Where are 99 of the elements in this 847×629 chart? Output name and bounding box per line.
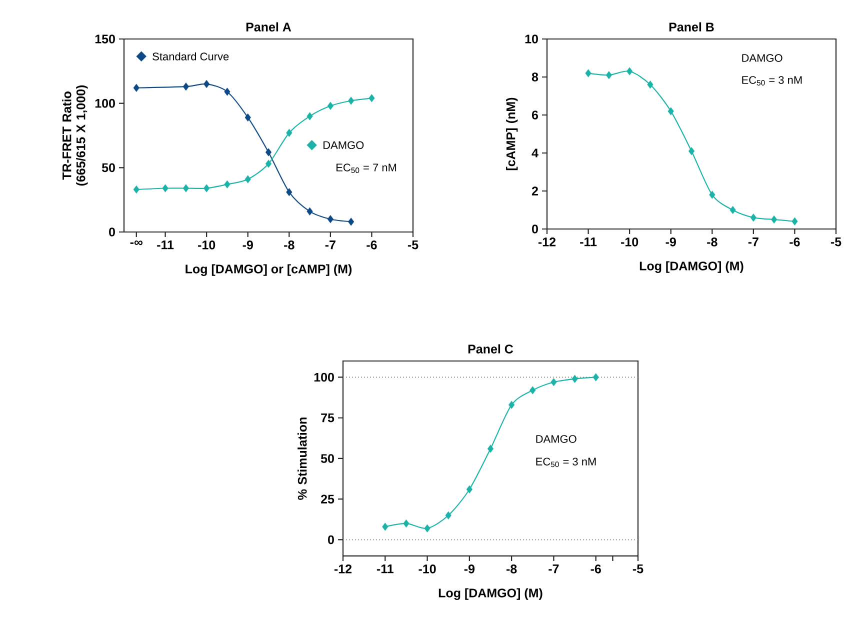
point	[224, 180, 230, 188]
point	[647, 80, 654, 89]
point	[162, 184, 168, 192]
x-tick-label: -7	[548, 564, 559, 574]
x-axis-title: Log [DAMGO] or [cAMP] (M)	[186, 264, 352, 276]
x-tick-label: -11	[580, 238, 597, 246]
point	[244, 175, 251, 184]
point	[572, 374, 578, 383]
y-tick-label: 25	[321, 494, 334, 504]
point	[606, 71, 612, 80]
x-tick-label: -5	[408, 240, 418, 250]
point	[730, 206, 736, 214]
x-axis-title: Log [DAMGO] (M)	[640, 261, 744, 273]
point	[182, 82, 189, 91]
y-tick-label: 10	[525, 34, 538, 44]
y-tick-label: 0	[328, 535, 334, 544]
x-tick-label: -12	[334, 564, 352, 574]
point	[750, 214, 756, 222]
point	[348, 218, 354, 226]
point	[286, 128, 292, 137]
point	[403, 519, 410, 528]
y-tick-label: 100	[95, 98, 115, 108]
annotation: EC$_{50}$ = 7 nM	[336, 164, 396, 174]
x-tick-label: -10	[198, 240, 216, 250]
point	[487, 444, 494, 453]
y-axis-title: [cAMP] (nM)	[506, 98, 518, 170]
annotation: DAMGO	[536, 435, 576, 443]
point	[327, 215, 334, 224]
x-tick-label: -8	[284, 240, 294, 250]
point	[466, 485, 472, 494]
x-tick-label: -6	[366, 240, 377, 250]
point	[133, 185, 140, 194]
y-axis-title: % Stimulation	[298, 418, 307, 500]
x-axis-title: Log [DAMGO] (M)	[438, 588, 542, 600]
point	[585, 69, 592, 78]
x-tick-label: -11	[157, 240, 174, 250]
legend-label: Standard Curve	[152, 52, 229, 60]
point	[306, 112, 313, 120]
x-tick-label: -7	[325, 240, 336, 250]
point	[771, 215, 778, 224]
y-tick-label: 75	[321, 414, 334, 422]
legend-label: DAMGO	[324, 141, 364, 150]
x-tick-label: -5	[830, 238, 842, 246]
point	[626, 67, 633, 76]
annotation: DAMGO	[742, 54, 782, 62]
y-tick-label: 4	[532, 148, 538, 158]
y-tick-label: 150	[95, 34, 115, 44]
point	[265, 160, 272, 168]
x-tick-label: -12	[538, 238, 556, 246]
point	[133, 84, 140, 92]
x-tick-label: -6	[590, 564, 601, 574]
x-tick-label: -9	[242, 240, 253, 250]
chart-title: Panel C	[468, 344, 514, 354]
x-tick-label: -10	[621, 238, 638, 246]
y-tick-label: 100	[314, 372, 334, 382]
point	[286, 188, 292, 196]
point	[182, 184, 189, 192]
y-tick-label: 0	[532, 224, 538, 234]
point	[204, 184, 210, 192]
y-tick-label: 2	[532, 186, 538, 196]
x-tick-label: -8	[707, 238, 718, 246]
x-tick-label: -8	[506, 564, 517, 574]
point	[368, 94, 375, 102]
point	[688, 147, 695, 156]
y-tick-label: 50	[102, 163, 115, 172]
point	[327, 102, 334, 110]
point	[265, 148, 272, 156]
y-tick-label: 0	[109, 228, 115, 236]
annotation: EC$_{50}$ = 3 nM	[742, 76, 802, 86]
y-tick-label: 6	[532, 110, 538, 120]
point	[508, 400, 515, 409]
chart-title: Panel B	[669, 22, 714, 32]
annotation: EC$_{50}$ = 3 nM	[536, 458, 596, 468]
y-tick-label: 8	[532, 72, 538, 82]
x-tick-label: -7	[748, 238, 758, 246]
point	[592, 373, 599, 382]
point	[709, 190, 716, 199]
point	[382, 522, 388, 531]
point	[668, 107, 674, 116]
point	[792, 217, 798, 226]
point	[306, 207, 313, 216]
x-tick-label: -10	[418, 564, 436, 574]
point	[445, 511, 452, 520]
x-tick-label: -6	[790, 238, 800, 246]
x-tick-label: -5	[632, 564, 644, 574]
chart-title: Panel A	[246, 22, 292, 32]
x-tick-label: -9	[464, 564, 475, 574]
y-axis-title: TR-FRET Ratio (665/615 X 1,000)	[62, 85, 88, 186]
point	[224, 88, 230, 96]
point	[244, 113, 251, 122]
x-tick-label: -11	[376, 564, 394, 574]
x-tick-label: -∞	[130, 240, 142, 246]
point	[550, 378, 557, 386]
y-tick-label: 50	[320, 454, 334, 463]
point	[424, 524, 430, 532]
point	[204, 80, 210, 88]
point	[530, 386, 536, 394]
x-tick-label: -9	[666, 238, 676, 246]
point	[348, 96, 354, 105]
